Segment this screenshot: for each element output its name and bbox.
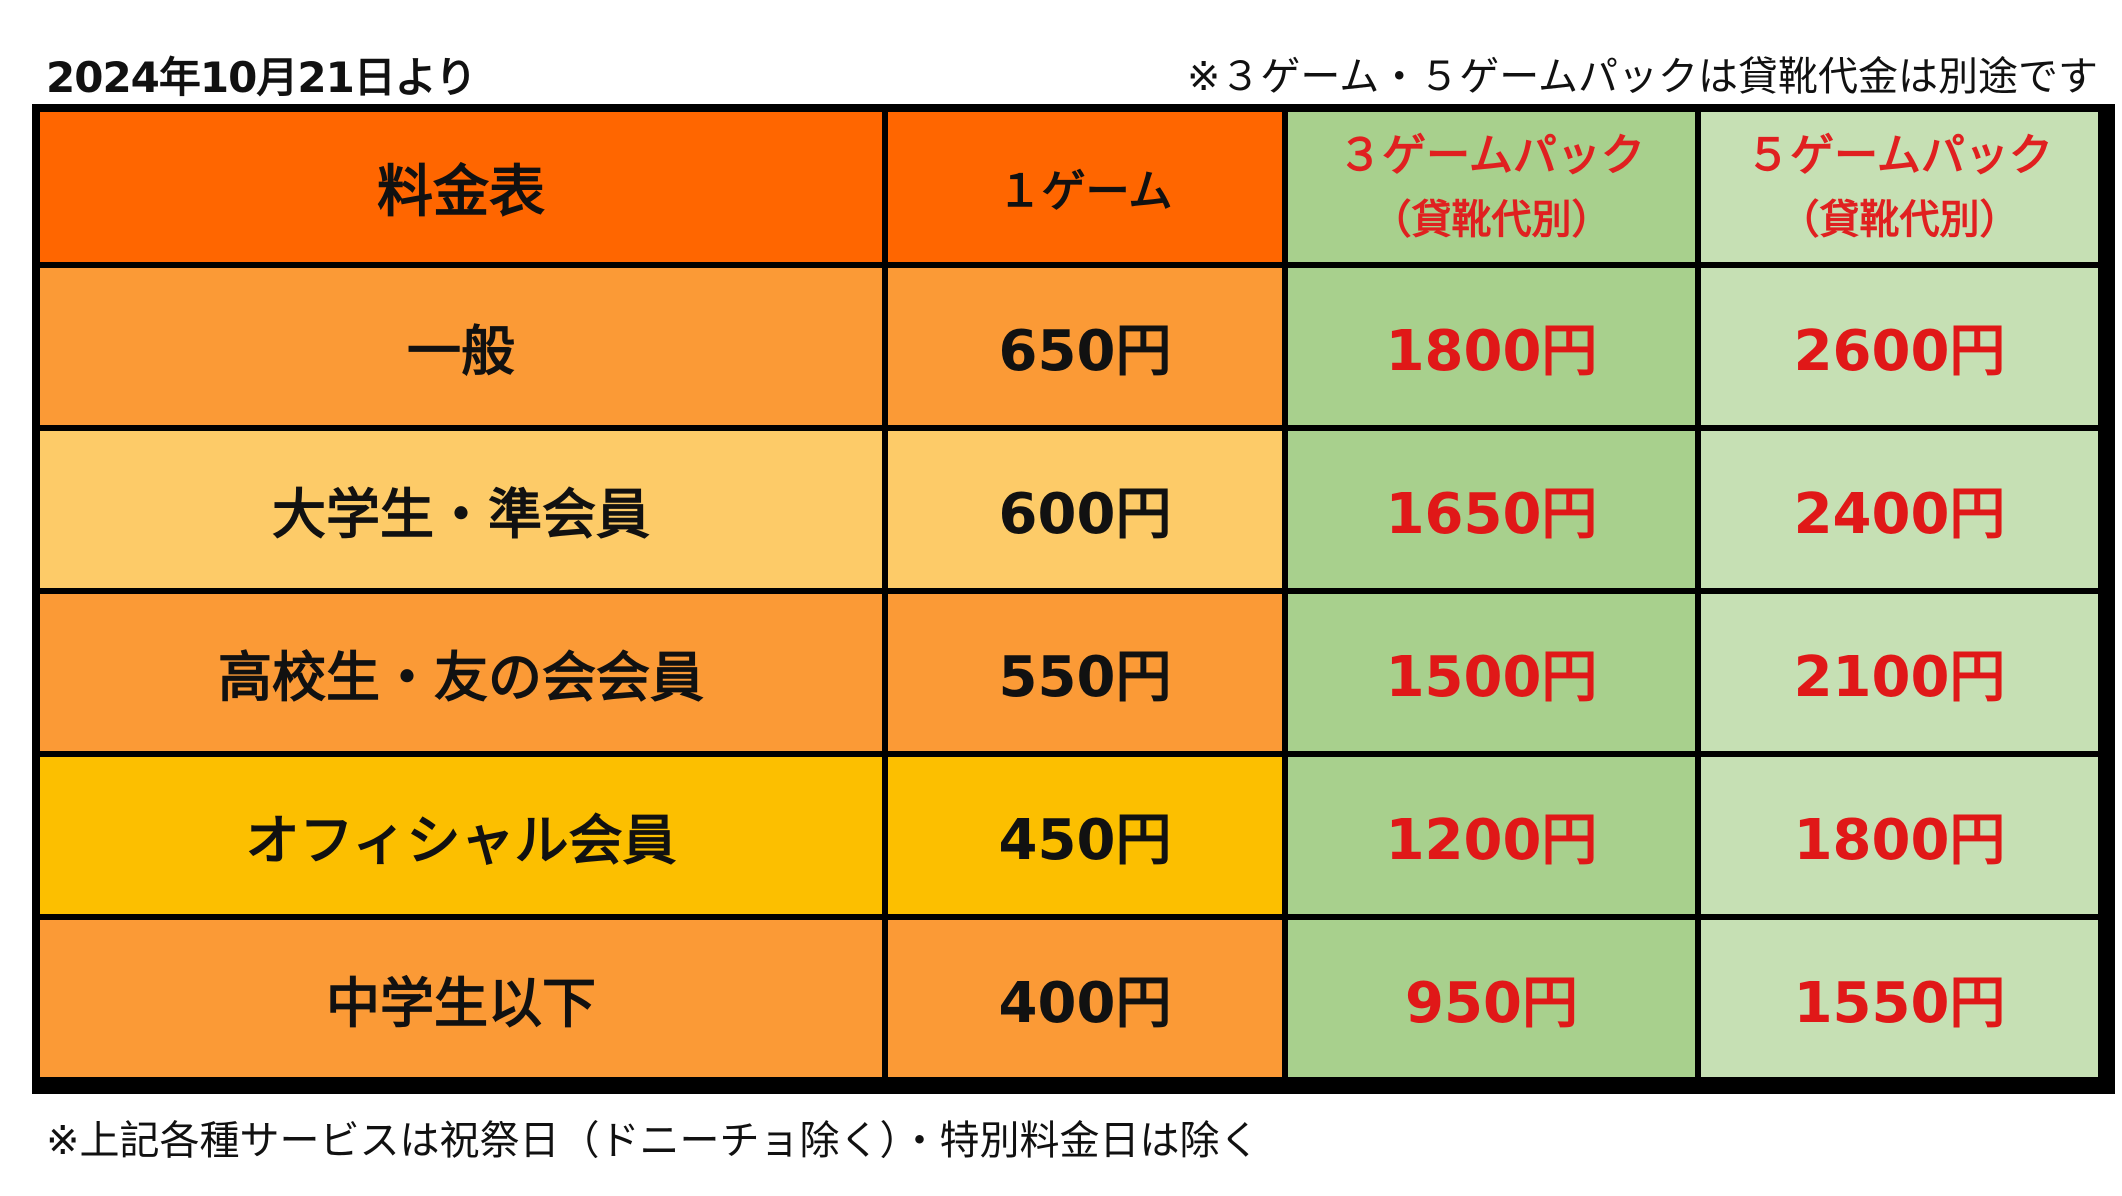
header-pack3-subtitle: （貸靴代別） [1371,197,1612,243]
header-pack3-title: ３ゲームパック [1338,130,1645,181]
row-juniorhigh-pack5: 1550円 [1701,920,2098,1077]
pack-note: ※３ゲーム・５ゲームパックは貸靴代金は別途です [1186,54,2098,100]
row-juniorhigh-category: 中学生以下 [40,920,882,1077]
header-one-game: １ゲーム [888,112,1282,262]
row-juniorhigh-one-game: 400円 [888,920,1282,1077]
row-university-one-game: 600円 [888,431,1282,588]
row-highschool-one-game: 550円 [888,594,1282,751]
row-university-pack3: 1650円 [1288,431,1695,588]
row-university-category: 大学生・準会員 [40,431,882,588]
row-general-category: 一般 [40,268,882,425]
row-university-pack5: 2400円 [1701,431,2098,588]
header-category: 料金表 [40,112,882,262]
row-official-category: オフィシャル会員 [40,757,882,914]
row-official-pack5: 1800円 [1701,757,2098,914]
header-pack5: ５ゲームパック （貸靴代別） [1701,112,2098,262]
row-highschool-pack3: 1500円 [1288,594,1695,751]
footer-note: ※上記各種サービスは祝祭日（ドニーチョ除く）・特別料金日は除く [46,1118,1260,1164]
row-highschool-pack5: 2100円 [1701,594,2098,751]
header-pack5-subtitle: （貸靴代別） [1779,197,2020,243]
row-general-one-game: 650円 [888,268,1282,425]
header-pack5-title: ５ゲームパック [1746,130,2053,181]
row-juniorhigh-pack3: 950円 [1288,920,1695,1077]
row-official-one-game: 450円 [888,757,1282,914]
row-general-pack3: 1800円 [1288,268,1695,425]
row-official-pack3: 1200円 [1288,757,1695,914]
header-pack3: ３ゲームパック （貸靴代別） [1288,112,1695,262]
price-table: 料金表 １ゲーム ３ゲームパック （貸靴代別） ５ゲームパック （貸靴代別） 一… [32,104,2115,1094]
row-highschool-category: 高校生・友の会会員 [40,594,882,751]
effective-date: 2024年10月21日より [46,53,477,102]
row-general-pack5: 2600円 [1701,268,2098,425]
